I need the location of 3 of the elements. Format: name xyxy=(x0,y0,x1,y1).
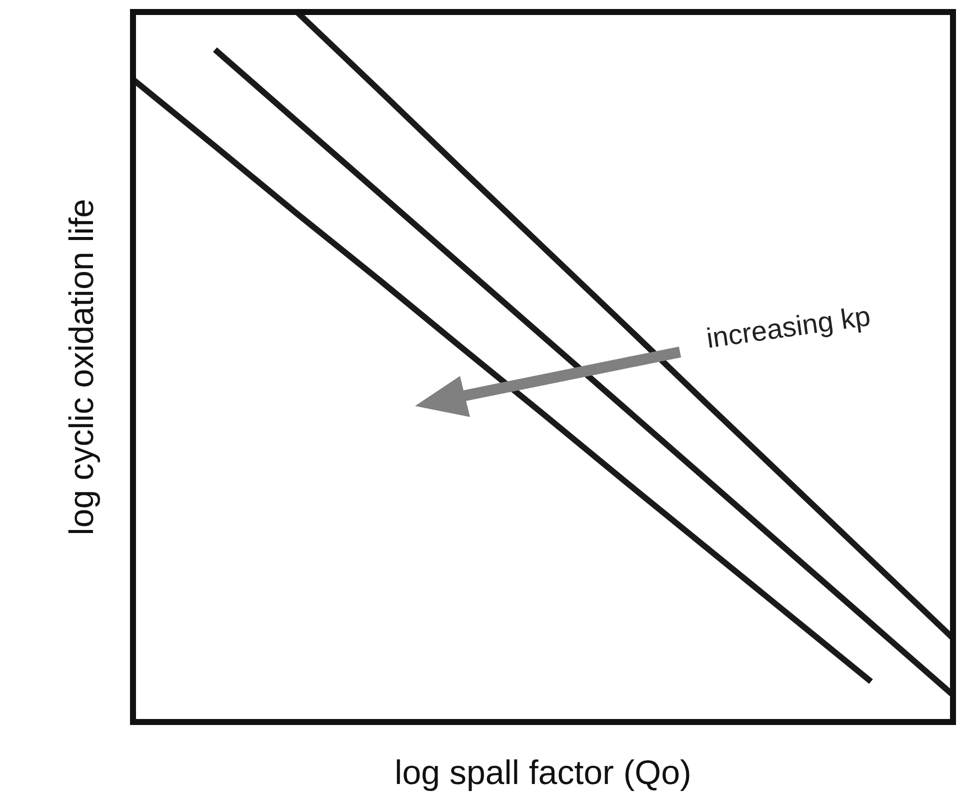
x-axis-title: log spall factor (Qo) xyxy=(394,754,692,792)
y-axis-title: log cyclic oxidation life xyxy=(63,198,102,536)
annotation: increasing kp xyxy=(704,300,872,354)
